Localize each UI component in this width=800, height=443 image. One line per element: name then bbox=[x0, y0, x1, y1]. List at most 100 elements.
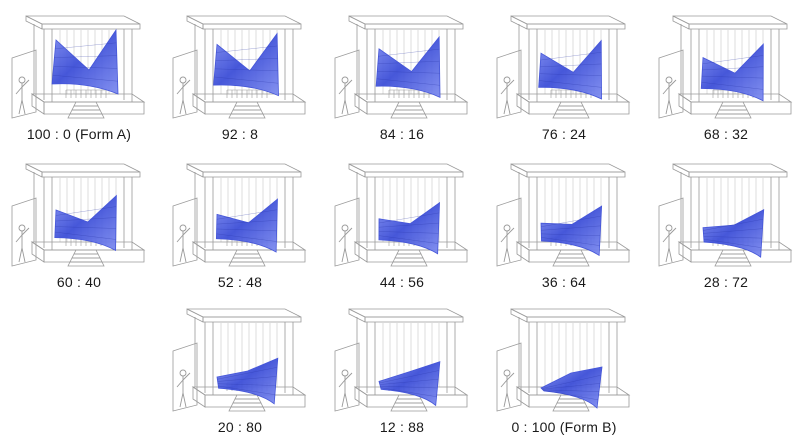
roof-top bbox=[672, 163, 788, 173]
roof-top bbox=[672, 15, 788, 25]
columns bbox=[194, 172, 294, 250]
canopy-surface bbox=[540, 366, 603, 409]
pavilion-drawing bbox=[334, 308, 469, 412]
pavilion-illustration bbox=[658, 15, 793, 119]
columns bbox=[33, 24, 133, 102]
platform-front bbox=[690, 101, 792, 115]
canopy-texture bbox=[378, 212, 440, 244]
pavilion-illustration bbox=[496, 163, 631, 267]
roof-top bbox=[510, 15, 626, 25]
side-wall bbox=[172, 197, 198, 267]
human-figure-icon bbox=[15, 224, 30, 263]
canopy-texture bbox=[217, 367, 278, 395]
platform-front bbox=[43, 101, 145, 115]
roof-top bbox=[510, 308, 626, 318]
pavilion-illustration bbox=[11, 15, 146, 119]
canopy-surface bbox=[702, 208, 765, 258]
ratio-label: 0 : 100 (Form B) bbox=[511, 419, 617, 435]
platform-front bbox=[204, 249, 306, 263]
pavilion-illustration bbox=[496, 15, 631, 119]
platform-side bbox=[354, 386, 368, 408]
pavilion-drawing bbox=[496, 308, 631, 412]
side-wall bbox=[658, 197, 684, 267]
side-wall bbox=[334, 342, 360, 412]
canopy-surface bbox=[51, 28, 119, 95]
canopy-surface bbox=[378, 201, 440, 255]
stairs bbox=[228, 101, 266, 119]
platform-front bbox=[690, 249, 792, 263]
human-figure-icon bbox=[662, 76, 677, 115]
platform-top bbox=[515, 93, 631, 103]
platform-front bbox=[43, 249, 145, 263]
morph-panel: 12 : 88 bbox=[327, 303, 477, 443]
canopy-texture bbox=[701, 55, 764, 90]
roof-front bbox=[526, 171, 626, 178]
pavilion-drawing bbox=[11, 163, 146, 267]
roof-front bbox=[688, 171, 788, 178]
human-figure-icon bbox=[15, 76, 30, 115]
pavilion-illustration bbox=[658, 163, 793, 267]
platform-side bbox=[516, 241, 530, 263]
human-figure-icon bbox=[500, 76, 515, 115]
platform-top bbox=[191, 241, 307, 251]
platform-front bbox=[528, 101, 630, 115]
canopy-texture bbox=[55, 206, 117, 240]
columns bbox=[356, 317, 456, 395]
stairs bbox=[390, 101, 428, 119]
canopy-surface bbox=[538, 39, 602, 100]
side-wall bbox=[658, 49, 684, 119]
platform-side bbox=[354, 241, 368, 263]
canopy-texture bbox=[541, 215, 602, 246]
roof-front bbox=[364, 171, 464, 178]
morph-panel: 92 : 8 bbox=[165, 10, 315, 150]
roof-front bbox=[526, 23, 626, 30]
side-wall bbox=[11, 197, 37, 267]
pavilion-illustration bbox=[11, 163, 146, 267]
ratio-label: 92 : 8 bbox=[221, 126, 259, 142]
side-wall bbox=[496, 342, 522, 412]
ratio-label: 44 : 56 bbox=[379, 274, 425, 290]
platform-side bbox=[192, 93, 206, 115]
platform-side bbox=[192, 241, 206, 263]
canopy-surface bbox=[378, 361, 441, 407]
stairs bbox=[390, 394, 428, 412]
platform-side bbox=[354, 93, 368, 115]
human-figure-icon bbox=[338, 76, 353, 115]
columns bbox=[194, 317, 294, 395]
canopy-texture bbox=[379, 370, 440, 397]
ratio-label: 60 : 40 bbox=[56, 274, 102, 290]
ratio-label: 36 : 64 bbox=[541, 274, 587, 290]
roof-top bbox=[25, 163, 141, 173]
columns bbox=[194, 24, 294, 102]
canopy-surface bbox=[700, 43, 764, 102]
platform-front bbox=[528, 249, 630, 263]
morph-panel: 44 : 56 bbox=[327, 158, 477, 298]
platform-side bbox=[516, 386, 530, 408]
roof-front bbox=[41, 23, 141, 30]
canopy-texture bbox=[539, 52, 602, 88]
platform-front bbox=[204, 394, 306, 408]
platform-top bbox=[677, 93, 793, 103]
roof-front bbox=[688, 23, 788, 30]
pavilion-illustration bbox=[172, 15, 307, 119]
side-wall bbox=[172, 49, 198, 119]
roof-top bbox=[510, 163, 626, 173]
morph-panel: 0 : 100 (Form B) bbox=[489, 303, 639, 443]
canopy-texture bbox=[214, 45, 279, 84]
platform-front bbox=[204, 101, 306, 115]
pavilion-drawing bbox=[172, 308, 307, 412]
platform-side bbox=[678, 241, 692, 263]
columns bbox=[518, 317, 618, 395]
ratio-label: 100 : 0 (Form A) bbox=[26, 126, 132, 142]
morph-panel: 68 : 32 bbox=[651, 10, 800, 150]
ratio-label: 68 : 32 bbox=[703, 126, 749, 142]
roof-front bbox=[364, 23, 464, 30]
morph-panel: 28 : 72 bbox=[651, 158, 800, 298]
platform-side bbox=[678, 93, 692, 115]
ratio-label: 52 : 48 bbox=[217, 274, 263, 290]
railing bbox=[65, 89, 110, 98]
canopy-texture bbox=[52, 42, 118, 82]
canopy-texture bbox=[376, 48, 440, 86]
canopy-surface bbox=[213, 32, 279, 97]
